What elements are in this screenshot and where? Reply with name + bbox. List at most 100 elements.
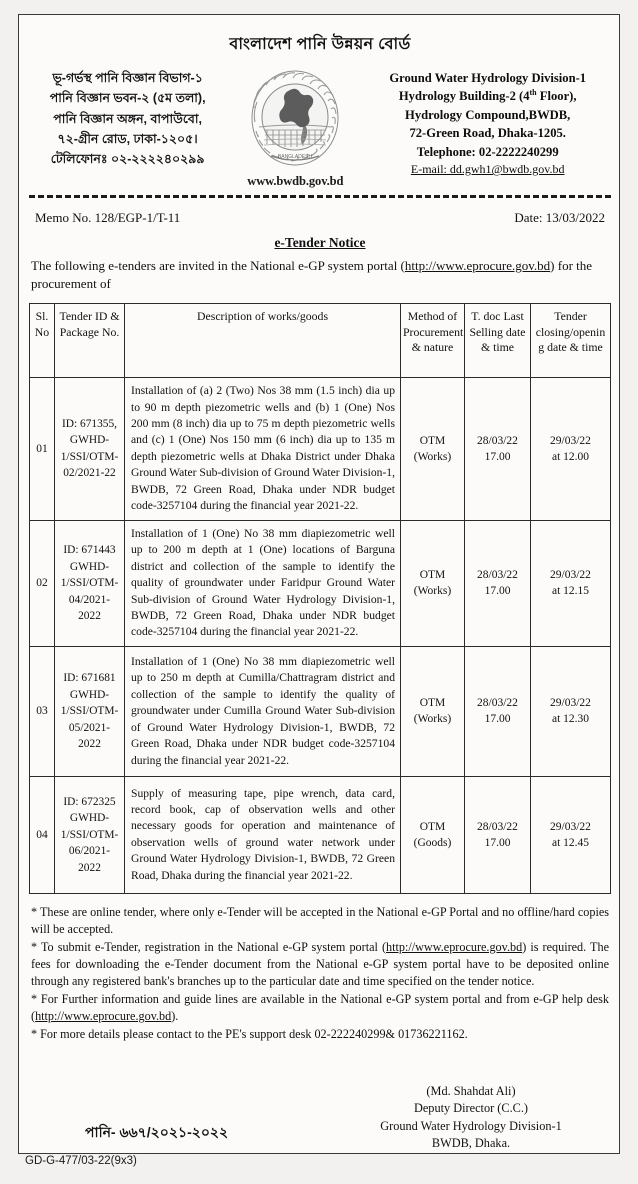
bwdb-logo: BANGLADESH [247, 68, 343, 172]
row-close-l2: at 12.30 [551, 713, 590, 726]
row-doc-l2: 17.00 [484, 450, 511, 463]
row-closing: 29/03/22 at 12.45 [530, 775, 611, 894]
row-id-l1: ID: 671443 [63, 543, 116, 556]
col-header-closing: Tender closing/openin g date & time [530, 303, 611, 379]
col-header-method: Method of Procurement & nature [400, 303, 465, 379]
row-description: Installation of (a) 2 (Two) Nos 38 mm (1… [124, 377, 401, 521]
row-method-l2: (Goods) [413, 836, 452, 849]
bwdb-logo-svg: BANGLADESH [251, 70, 339, 166]
eprocure-link-note3[interactable]: http://www.eprocure.gov.bd [35, 1009, 172, 1024]
row-id-l3: 1/SSI/OTM- [60, 705, 119, 718]
address-bn-line-1: ভূ-গর্ভস্থ পানি বিজ্ঞান বিভাগ-১ [52, 71, 203, 85]
col-header-close-l2: closing/openin [535, 324, 606, 339]
row-id-l2: GWHD- [69, 812, 110, 825]
col-header-close-l1: Tender [554, 309, 587, 324]
address-bn-line-2: পানি বিজ্ঞান ভবন-২ (৫ম তলা), [49, 91, 206, 106]
row-doc-l1: 28/03/22 [477, 697, 518, 710]
note-online-tender: * These are online tender, where only e-… [31, 904, 609, 936]
row-id-l5: 2022 [78, 738, 101, 751]
col-header-method-l3: & nature [411, 340, 454, 355]
row-doc-l2: 17.00 [484, 836, 511, 849]
row-method: OTM (Works) [400, 377, 465, 521]
row-tender-id: ID: 671355, GWHD- 1/SSI/OTM- 02/2021-22 [54, 377, 125, 521]
row-method-l1: OTM [419, 569, 446, 582]
row-doc-l1: 28/03/22 [477, 569, 518, 582]
notice-title: e-Tender Notice [274, 235, 366, 250]
col-header-desc-l1: Description of works/goods [196, 309, 329, 324]
col-header-sl: Sl. No [29, 303, 55, 379]
table-row: 03 ID: 671681 GWHD- 1/SSI/OTM- 05/2021- … [29, 645, 611, 777]
notice-sheet: বাংলাদেশ পানি উন্নয়ন বোর্ড ভূ-গর্ভস্থ প… [18, 14, 620, 1167]
row-method-l1: OTM [419, 434, 446, 447]
col-header-id-l1: Tender ID & [59, 309, 120, 324]
organization-title-bangla: বাংলাদেশ পানি উন্নয়ন বোর্ড [229, 36, 411, 53]
row-doc-selling: 28/03/22 17.00 [464, 775, 531, 894]
col-header-doc-selling: T. doc Last Selling date & time [464, 303, 531, 379]
row-close-l1: 29/03/22 [550, 820, 591, 833]
row-description: Installation of 1 (One) No 38 mm diapiez… [124, 519, 401, 647]
col-header-doc-l3: & time [480, 340, 515, 355]
note3-post: ). [171, 1009, 179, 1024]
note-support-desk: * For more details please contact to the… [31, 1027, 468, 1042]
col-header-close-l3: g date & time [538, 340, 603, 355]
building-sup: th [529, 88, 537, 98]
note-registration: * To submit e-Tender, registration in th… [31, 939, 609, 990]
logo-block: BANGLADESH www.bwdb.gov.bd [226, 66, 364, 189]
building-pre: Hydrology Building-2 (4 [398, 89, 530, 104]
row-tender-id: ID: 671443 GWHD- 1/SSI/OTM- 04/2021- 202… [54, 519, 125, 647]
row-close-l1: 29/03/22 [550, 569, 591, 582]
signatory-name: (Md. Shahdat Ali) [426, 1084, 516, 1098]
row-id-l1: ID: 672325 [63, 795, 116, 808]
note3-pre: * For Further information and guide line… [31, 992, 609, 1024]
intro-post: ) for the procurement of [31, 258, 593, 291]
header-divider [29, 195, 611, 198]
row-doc-l1: 28/03/22 [477, 434, 518, 447]
row-id-l4: 04/2021- [68, 593, 111, 606]
row-method-l1: OTM [419, 697, 446, 710]
note-further-info: * For Further information and guide line… [31, 991, 609, 1025]
row-sl: 02 [29, 519, 55, 647]
memo-number: Memo No. 128/EGP-1/T-11 [35, 210, 181, 225]
table-header-row: Sl. No Tender ID & Package No. Descripti… [29, 303, 611, 379]
table-row: 02 ID: 671443 GWHD- 1/SSI/OTM- 04/2021- … [29, 519, 611, 647]
notice-intro: The following e-tenders are invited in t… [29, 257, 611, 292]
gd-code: GD-G-477/03-22(9x3) [25, 1155, 137, 1167]
row-id-l4: 05/2021- [68, 721, 111, 734]
telephone-line: Telephone: 02-2222240299 [416, 144, 559, 159]
row-description: Installation of 1 (One) No 38 mm diapiez… [124, 645, 401, 777]
signatory-division: Ground Water Hydrology Division-1 [380, 1118, 562, 1133]
eprocure-link-intro[interactable]: http://www.eprocure.gov.bd [404, 258, 551, 273]
row-sl: 03 [29, 645, 55, 777]
email-line: E-mail: dd.gwh1@bwdb.gov.bd [410, 162, 565, 177]
col-header-doc-l2: Selling date [469, 324, 526, 339]
col-header-doc-l1: T. doc Last [471, 309, 524, 324]
col-header-sl-l2: No [34, 324, 50, 339]
row-description: Supply of measuring tape, pipe wrench, d… [124, 775, 401, 894]
note2-post: ) is required. The fees for downloading … [31, 940, 609, 989]
row-id-l2: GWHD- [69, 560, 110, 573]
row-close-l2: at 12.00 [551, 450, 590, 463]
eprocure-link-note2[interactable]: http://www.eprocure.gov.bd [386, 940, 523, 955]
row-method: OTM (Works) [400, 645, 465, 777]
row-close-l2: at 12.45 [551, 836, 590, 849]
building-post: Floor), [536, 89, 577, 104]
street-line: 72-Green Road, Dhaka-1205. [409, 126, 566, 141]
row-id-l2: GWHD- [69, 688, 110, 701]
intro-pre: The following e-tenders are invited in t… [31, 258, 405, 273]
row-id-l3: 1/SSI/OTM- [60, 577, 119, 590]
row-id-l3: 1/SSI/OTM- [60, 828, 119, 841]
col-header-method-l1: Method of [407, 309, 458, 324]
svg-text:BANGLADESH: BANGLADESH [278, 154, 313, 160]
bangla-reference: পানি- ৬৬৭/২০২১-২০২২ [85, 1124, 229, 1140]
row-id-l3: 1/SSI/OTM- [60, 450, 119, 463]
row-doc-selling: 28/03/22 17.00 [464, 519, 531, 647]
row-closing: 29/03/22 at 12.00 [530, 377, 611, 521]
row-sl: 04 [29, 775, 55, 894]
row-id-l5: 2022 [78, 861, 101, 874]
row-doc-l2: 17.00 [484, 713, 511, 726]
row-tender-id: ID: 671681 GWHD- 1/SSI/OTM- 05/2021- 202… [54, 645, 125, 777]
memo-date: Date: 13/03/2022 [514, 210, 605, 225]
address-block-english: Ground Water Hydrology Division-1 Hydrol… [364, 66, 611, 179]
col-header-sl-l1: Sl. [35, 309, 49, 324]
row-closing: 29/03/22 at 12.15 [530, 519, 611, 647]
